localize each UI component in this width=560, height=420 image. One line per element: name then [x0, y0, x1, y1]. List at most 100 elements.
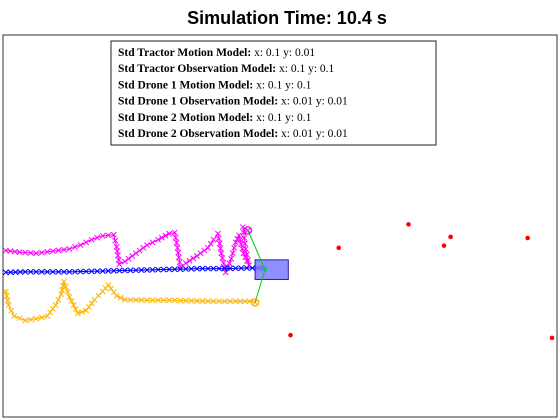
series-0-marker	[215, 235, 222, 242]
tractor-box	[254, 259, 289, 280]
series-0-marker	[94, 234, 101, 241]
series-3-point	[406, 222, 411, 227]
series-2-marker	[99, 268, 106, 274]
series-2-marker	[44, 268, 51, 275]
legend: Std Tractor Motion Model: x: 0.1 y: 0.01…	[110, 40, 437, 146]
series-0-marker	[231, 244, 238, 251]
series-1-marker	[199, 298, 206, 304]
series-1-marker	[166, 297, 173, 304]
series-0-marker	[166, 230, 173, 237]
series-2-marker	[7, 269, 14, 276]
series-1-marker	[78, 308, 85, 315]
series-0-marker	[38, 249, 45, 256]
series-1-marker	[85, 303, 92, 310]
series-2-marker	[38, 268, 45, 275]
series-0-marker	[172, 234, 179, 241]
series-0-marker	[99, 232, 106, 239]
series-2-marker	[110, 267, 117, 274]
series-0-marker	[60, 246, 67, 253]
series-2-marker	[144, 266, 150, 273]
series-0-marker	[77, 242, 84, 249]
series-0-marker	[242, 245, 249, 252]
legend-entry-label: Std Tractor Motion Model:	[118, 47, 251, 59]
series-1-marker	[88, 300, 95, 307]
series-1-marker	[149, 297, 156, 304]
series-1-marker	[72, 306, 79, 313]
series-3-point	[525, 235, 530, 241]
series-3-point	[441, 243, 447, 248]
series-1-marker	[66, 293, 73, 300]
series-1-marker	[70, 302, 77, 309]
series-0-marker	[171, 229, 178, 236]
series-1-marker	[232, 298, 239, 305]
series-0-marker	[149, 239, 156, 246]
series-2-marker	[2, 269, 9, 276]
series-0-marker	[176, 259, 183, 266]
series-0-marker	[125, 255, 132, 262]
series-0-marker	[116, 261, 123, 268]
series-2-marker	[166, 266, 173, 273]
tractor-center	[263, 267, 268, 272]
chart-title: Simulation Time: 10.4 s	[187, 8, 387, 28]
series-0-marker	[197, 250, 204, 257]
series-2-marker	[133, 267, 139, 274]
series-2-marker	[243, 265, 250, 271]
series-1-marker	[55, 296, 62, 303]
series-1-marker	[117, 294, 124, 301]
series-2-marker	[121, 267, 128, 274]
series-1-marker	[16, 315, 23, 322]
series-0-marker	[214, 230, 221, 237]
legend-entry: Std Tractor Observation Model: x: 0.1 y:…	[118, 63, 335, 75]
series-2-marker	[12, 269, 19, 276]
series-2-marker	[105, 267, 112, 274]
series-2-marker	[155, 266, 162, 273]
series-0-marker	[140, 244, 147, 251]
series-0-marker	[232, 239, 239, 246]
series-0-marker	[49, 248, 56, 255]
series-0-marker	[228, 255, 235, 262]
series-0-marker	[229, 250, 236, 257]
series-0-marker	[144, 242, 150, 249]
legend-entry-value: x: 0.01 y: 0.01	[278, 96, 348, 108]
series-1-marker	[237, 298, 244, 305]
series-0-marker	[237, 236, 244, 243]
series-1-marker	[22, 317, 29, 324]
series-0-marker	[243, 251, 250, 258]
series-0-marker	[175, 254, 182, 261]
series-2-marker	[221, 265, 228, 272]
series-1-marker	[83, 307, 90, 314]
series-1-marker	[188, 297, 195, 304]
series-2-marker	[160, 266, 167, 273]
series-0-marker	[136, 247, 143, 254]
series-0-marker	[105, 232, 112, 239]
series-0-marker	[201, 247, 208, 254]
series-0-marker	[83, 239, 90, 246]
legend-entry-value: x: 0.01 y: 0.01	[278, 128, 348, 140]
series-1-marker	[3, 293, 10, 299]
legend-entry-label: Std Tractor Observation Model:	[118, 63, 276, 75]
series-1-marker	[4, 297, 11, 304]
series-1-marker	[241, 298, 248, 305]
series-0-marker	[216, 240, 223, 247]
series-2-marker	[182, 266, 189, 272]
series-0-marker	[44, 248, 51, 255]
series-2-marker	[60, 268, 67, 275]
series-0-marker	[88, 236, 95, 243]
series-0-marker	[220, 259, 227, 266]
series-2-marker	[116, 267, 123, 274]
series-2-marker	[94, 268, 101, 275]
series-0-marker	[241, 235, 248, 241]
series-0	[2, 224, 252, 276]
legend-entry: Std Tractor Motion Model: x: 0.1 y: 0.01	[118, 47, 315, 59]
series-0-marker	[22, 249, 29, 256]
legend-entry: Std Drone 2 Motion Model: x: 0.1 y: 0.1	[118, 112, 312, 124]
series-2-marker	[249, 265, 256, 271]
series-1-marker	[210, 298, 217, 305]
series-1-marker	[216, 298, 223, 305]
series-0-marker	[186, 257, 193, 264]
series-2-marker	[210, 265, 217, 272]
series-1-marker	[127, 296, 134, 303]
drone-2-link	[254, 269, 266, 303]
series-0-marker	[129, 253, 136, 259]
legend-box	[110, 40, 437, 146]
